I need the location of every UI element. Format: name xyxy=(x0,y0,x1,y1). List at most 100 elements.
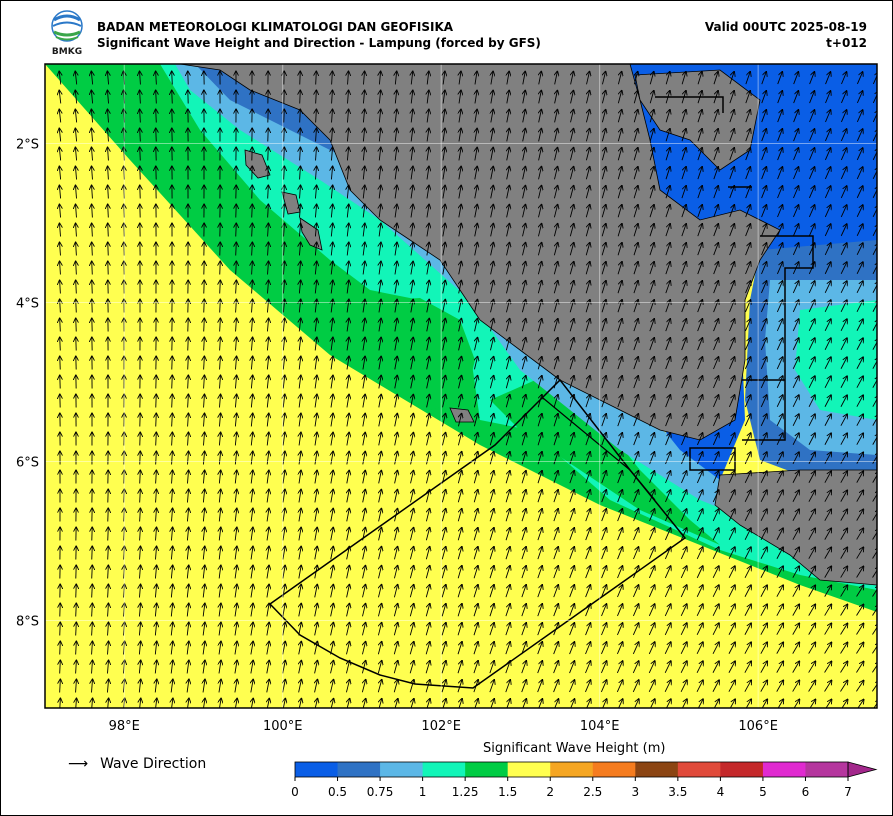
wave-arrow xyxy=(252,262,253,275)
wave-arrow xyxy=(840,300,847,313)
wave-arrow xyxy=(697,91,702,104)
map-subtitle: Significant Wave Height and Direction - … xyxy=(97,36,541,50)
wave-arrow xyxy=(761,110,767,123)
wave-arrow xyxy=(411,243,413,256)
wave-arrow xyxy=(585,262,590,275)
wave-arrow xyxy=(411,300,413,313)
wave-arrow xyxy=(395,72,396,85)
wave-arrow xyxy=(665,72,670,85)
wave-arrow xyxy=(316,72,317,85)
wave-arrow xyxy=(697,262,703,275)
wave-arrow xyxy=(267,319,268,332)
wave-arrow xyxy=(840,148,846,161)
wave-arrow xyxy=(793,110,799,123)
wave-arrow xyxy=(601,281,606,294)
wave-arrow xyxy=(777,72,783,85)
wave-arrow xyxy=(411,281,413,294)
wave-arrow xyxy=(872,148,877,161)
wave-arrow xyxy=(555,91,558,104)
wave-arrow xyxy=(761,224,767,237)
wave-arrow xyxy=(220,281,221,294)
colorbar-segment xyxy=(422,762,466,777)
wave-arrow xyxy=(825,110,830,123)
wave-arrow xyxy=(856,262,863,275)
wave-arrow xyxy=(108,186,109,199)
wave-arrow xyxy=(745,91,750,104)
wave-arrow xyxy=(872,205,877,218)
colorbar-segment xyxy=(465,762,509,777)
valid-time: Valid 00UTC 2025-08-19 t+012 xyxy=(705,19,867,51)
wave-arrow xyxy=(554,205,557,218)
wave-arrow xyxy=(729,129,734,142)
wave-arrow xyxy=(363,205,365,218)
wave-arrow xyxy=(284,148,285,161)
wave-arrow xyxy=(459,319,462,332)
wave-arrow xyxy=(601,243,606,256)
wave-arrow xyxy=(91,91,92,104)
wave-arrow xyxy=(76,243,77,256)
wave-arrow xyxy=(681,262,686,275)
wave-arrow xyxy=(665,148,670,161)
wave-arrow xyxy=(729,262,735,275)
bmkg-logo: BMKG xyxy=(51,10,83,56)
wave-arrow xyxy=(539,129,542,142)
wave-arrow xyxy=(713,281,719,294)
wave-arrow xyxy=(395,243,397,256)
wave-arrow xyxy=(840,167,846,180)
wave-arrow xyxy=(522,300,525,313)
wave-arrow xyxy=(586,167,589,180)
wave-arrow xyxy=(475,300,478,313)
colorbar-segment xyxy=(762,762,806,777)
wave-arrow xyxy=(379,167,381,180)
wave-arrow xyxy=(156,91,157,104)
wave-arrow xyxy=(251,319,252,332)
wave-arrow xyxy=(475,262,478,275)
wave-arrow xyxy=(649,281,654,294)
wave-arrow xyxy=(808,186,814,199)
wave-arrow xyxy=(475,281,478,294)
wave-arrow xyxy=(92,205,93,218)
wave-arrow xyxy=(363,281,365,294)
wave-arrow xyxy=(315,281,316,294)
wave-arrow xyxy=(379,205,381,218)
wave-arrow xyxy=(395,148,397,161)
wave-arrow xyxy=(523,224,526,237)
colorbar-segment xyxy=(720,762,764,777)
wave-arrow xyxy=(539,110,542,123)
wave-arrow xyxy=(140,148,141,161)
wave-arrow xyxy=(555,72,558,85)
colorbar-tick-label: 1.5 xyxy=(498,785,517,799)
wave-arrow xyxy=(459,262,462,275)
colorbar-segment xyxy=(337,762,381,777)
wave-arrow xyxy=(427,148,429,161)
wave-arrow xyxy=(537,300,541,313)
wave-arrow xyxy=(856,186,863,199)
wave-arrow xyxy=(633,167,638,180)
wave-arrow xyxy=(649,91,654,104)
wave-arrow xyxy=(840,243,847,256)
wave-arrow xyxy=(124,110,125,123)
wave-arrow xyxy=(475,205,477,218)
wave-arrow xyxy=(665,224,670,237)
wave-arrow xyxy=(840,224,847,237)
wave-arrow xyxy=(745,148,751,161)
wave-arrow xyxy=(379,300,381,313)
wave-arrow xyxy=(617,129,621,142)
colorbar-tick-label: 6 xyxy=(802,785,810,799)
wave-arrow xyxy=(555,129,558,142)
wave-arrow xyxy=(379,224,381,237)
wave-arrow xyxy=(92,186,93,199)
wave-arrow xyxy=(379,110,380,123)
wave-arrow xyxy=(856,205,863,218)
wave-arrow xyxy=(252,243,253,256)
wave-arrow xyxy=(268,148,269,161)
wave-arrow xyxy=(236,224,237,237)
wave-arrow xyxy=(585,224,589,237)
wave-arrow xyxy=(331,319,333,332)
wave-arrow xyxy=(633,110,637,123)
wave-arrow xyxy=(92,262,93,275)
colorbar-segment xyxy=(507,762,551,777)
wave-arrow xyxy=(538,205,541,218)
wave-arrow xyxy=(633,91,637,104)
wave-arrow xyxy=(681,110,686,123)
